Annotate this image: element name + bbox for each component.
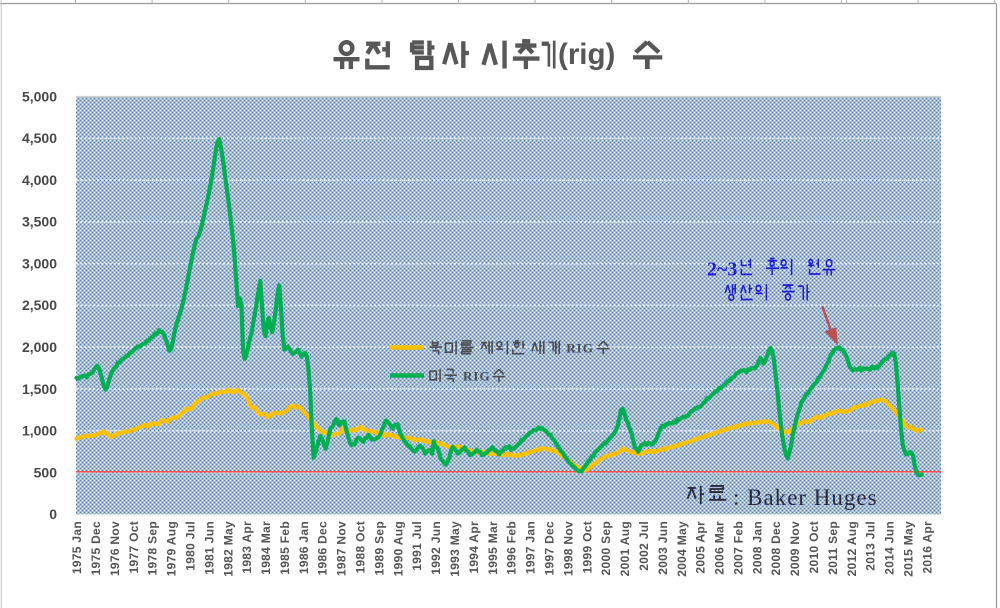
svg-text:1984 Mar: 1984 Mar bbox=[259, 521, 273, 575]
svg-text:5,000: 5,000 bbox=[22, 88, 57, 104]
svg-text:RIG: RIG bbox=[463, 369, 491, 384]
svg-text:1983 Apr: 1983 Apr bbox=[240, 521, 254, 574]
svg-text:2002 Jul: 2002 Jul bbox=[637, 521, 651, 571]
svg-text:2012 Aug: 2012 Aug bbox=[845, 521, 859, 576]
svg-text:RIG: RIG bbox=[566, 341, 594, 356]
svg-text:1975 Dec: 1975 Dec bbox=[89, 521, 103, 575]
svg-text:(rig): (rig) bbox=[558, 38, 615, 71]
svg-text:1994 Apr: 1994 Apr bbox=[467, 521, 481, 574]
svg-text:2006 Mar: 2006 Mar bbox=[713, 521, 727, 575]
svg-text:1,500: 1,500 bbox=[22, 381, 57, 397]
svg-text:2~3: 2~3 bbox=[707, 259, 737, 281]
svg-text:1986 Jan: 1986 Jan bbox=[297, 521, 311, 574]
svg-text:2000 Sep: 2000 Sep bbox=[599, 521, 613, 575]
svg-text:1989 Sep: 1989 Sep bbox=[372, 521, 386, 575]
svg-text:1999 Oct: 1999 Oct bbox=[580, 521, 594, 573]
svg-text:2013 Jul: 2013 Jul bbox=[864, 521, 878, 571]
svg-text:2015 May: 2015 May bbox=[902, 521, 916, 577]
svg-text:2,000: 2,000 bbox=[22, 339, 57, 355]
svg-text:2001 Aug: 2001 Aug bbox=[618, 521, 632, 576]
svg-text:1982 May: 1982 May bbox=[221, 521, 235, 577]
svg-text:1997 Jan: 1997 Jan bbox=[524, 521, 538, 574]
svg-text:2007 Feb: 2007 Feb bbox=[732, 521, 746, 575]
svg-text:1,000: 1,000 bbox=[22, 423, 57, 439]
svg-text:1995 Mar: 1995 Mar bbox=[486, 521, 500, 575]
svg-text:2016 Apr: 2016 Apr bbox=[920, 521, 934, 574]
svg-text:2008 Dec: 2008 Dec bbox=[769, 521, 783, 575]
svg-text:4,500: 4,500 bbox=[22, 130, 57, 146]
svg-text:1986 Dec: 1986 Dec bbox=[316, 521, 330, 575]
svg-text:2004 May: 2004 May bbox=[675, 521, 689, 577]
svg-text:1981 Jun: 1981 Jun bbox=[202, 521, 216, 575]
svg-text:2008 Jan: 2008 Jan bbox=[750, 521, 764, 574]
svg-text:2003 Jun: 2003 Jun bbox=[656, 521, 670, 575]
svg-text:1998 Nov: 1998 Nov bbox=[561, 521, 575, 576]
svg-text:1992 Jun: 1992 Jun bbox=[429, 521, 443, 575]
svg-text:2,500: 2,500 bbox=[22, 297, 57, 313]
svg-text:3,500: 3,500 bbox=[22, 214, 57, 230]
svg-text:: Baker Huges: : Baker Huges bbox=[733, 485, 878, 510]
svg-text:2014 Jun: 2014 Jun bbox=[883, 521, 897, 575]
svg-text:2009 Nov: 2009 Nov bbox=[788, 521, 802, 576]
svg-text:1978 Sep: 1978 Sep bbox=[146, 521, 160, 575]
svg-text:1993 May: 1993 May bbox=[448, 521, 462, 577]
svg-text:0: 0 bbox=[49, 506, 57, 522]
svg-text:4,000: 4,000 bbox=[22, 172, 57, 188]
svg-text:1979 Aug: 1979 Aug bbox=[165, 521, 179, 576]
svg-text:1985 Feb: 1985 Feb bbox=[278, 521, 292, 575]
svg-text:2005 Apr: 2005 Apr bbox=[694, 521, 708, 574]
svg-text:1976 Nov: 1976 Nov bbox=[108, 521, 122, 576]
svg-text:1996 Feb: 1996 Feb bbox=[505, 521, 519, 575]
svg-text:3,000: 3,000 bbox=[22, 256, 57, 272]
svg-text:1990 Aug: 1990 Aug bbox=[391, 521, 405, 576]
svg-text:1975 Jan: 1975 Jan bbox=[70, 521, 84, 574]
svg-text:500: 500 bbox=[34, 464, 58, 480]
svg-text:1977 Oct: 1977 Oct bbox=[127, 521, 141, 573]
svg-text:1980 Jul: 1980 Jul bbox=[184, 521, 198, 571]
svg-text:1991 Jul: 1991 Jul bbox=[410, 521, 424, 571]
svg-text:1988 Oct: 1988 Oct bbox=[354, 521, 368, 573]
svg-text:1997 Dec: 1997 Dec bbox=[543, 521, 557, 575]
svg-text:2010 Oct: 2010 Oct bbox=[807, 521, 821, 573]
svg-text:1987 Nov: 1987 Nov bbox=[335, 521, 349, 576]
svg-text:2011 Sep: 2011 Sep bbox=[826, 521, 840, 575]
